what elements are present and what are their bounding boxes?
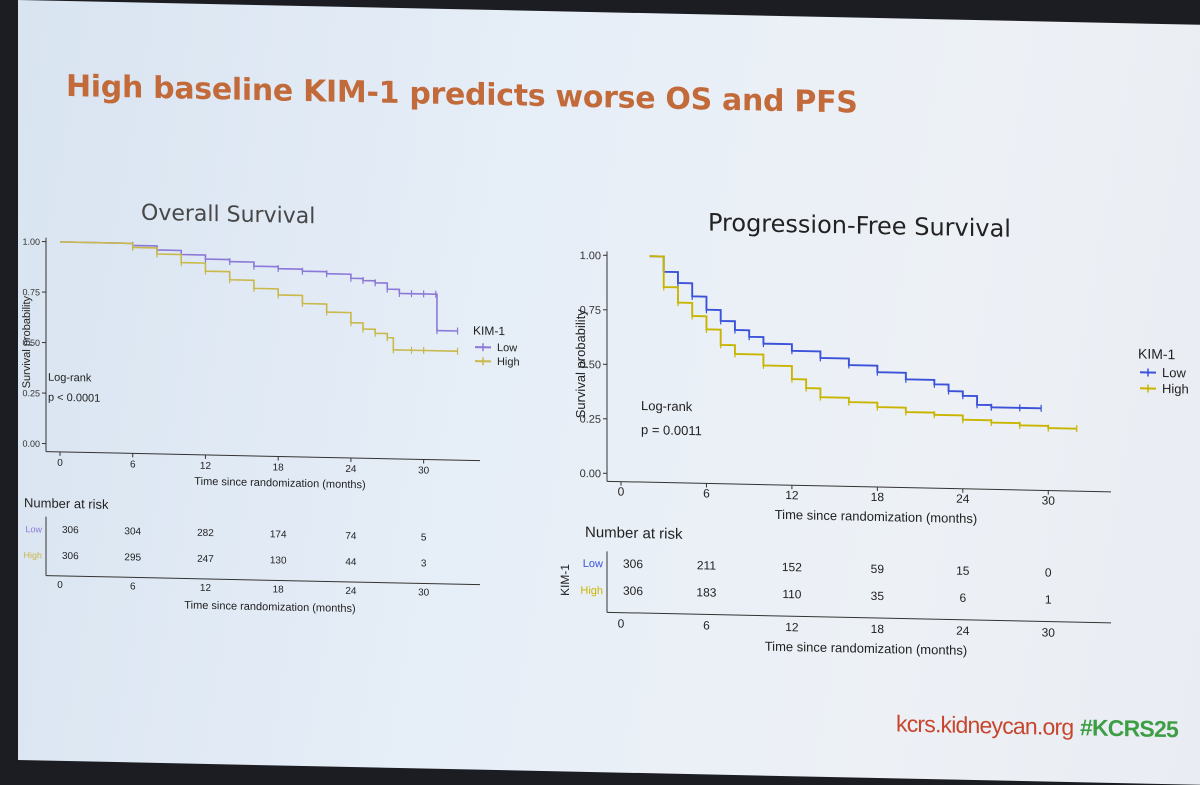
os-risk-table-tick-label: 18 xyxy=(273,584,285,595)
os-y-tick-label: 0.75 xyxy=(22,287,40,297)
os-x-axis-label: Time since randomization (months) xyxy=(194,476,365,492)
os-risk-cell: 3 xyxy=(421,558,427,569)
os-risk-cell: 306 xyxy=(62,525,79,536)
footer-url: kcrs.kidneycan.org xyxy=(896,710,1073,741)
pfs-x-tick-label: 6 xyxy=(703,486,710,500)
pfs-x-tick-label: 18 xyxy=(871,490,885,504)
pfs-legend-title: KIM-1 xyxy=(1138,345,1176,362)
os-risk-cell: 247 xyxy=(197,554,214,565)
os-risk-cell: 304 xyxy=(124,526,141,537)
os-risk-table-tick-label: 24 xyxy=(345,586,357,597)
pfs-risk-table-tick-label: 30 xyxy=(1042,625,1056,639)
pfs-risk-cell: 15 xyxy=(956,564,970,578)
pfs-x-tick-label: 24 xyxy=(956,492,970,506)
pfs-series-low-line xyxy=(649,256,1041,408)
pfs-risk-cell: 152 xyxy=(782,560,802,574)
pfs-x-axis-label: Time since randomization (months) xyxy=(775,507,978,526)
os-y-axis-label: Survival probability xyxy=(21,295,33,388)
pfs-risk-cell: 59 xyxy=(871,562,885,576)
os-chart-title: Overall Survival xyxy=(141,201,315,230)
pfs-risk-table-tick-label: 18 xyxy=(871,622,885,636)
os-y-tick-label: 1.00 xyxy=(22,237,40,247)
pfs-logrank-label: Log-rank xyxy=(641,398,693,414)
pfs-pvalue-label: p = 0.0011 xyxy=(641,422,702,438)
os-series-high-line xyxy=(60,242,458,351)
pfs-risk-cell: 183 xyxy=(696,585,716,599)
pfs-x-tick-label: 12 xyxy=(785,488,799,502)
os-legend-title: KIM-1 xyxy=(473,324,505,339)
os-legend-item-high: High xyxy=(497,356,520,368)
pfs-x-axis xyxy=(607,481,1111,492)
pfs-legend-item-low: Low xyxy=(1162,365,1186,381)
os-risk-table-title: Number at risk xyxy=(24,495,109,512)
pfs-risk-cell: 1 xyxy=(1045,593,1052,607)
footer-hashtag: #KCRS25 xyxy=(1080,714,1178,743)
os-legend-item-low: Low xyxy=(497,342,517,354)
os-x-tick-label: 24 xyxy=(345,464,357,475)
os-risk-table-tick-label: 6 xyxy=(130,581,136,592)
pfs-y-axis-label: Survival probability xyxy=(573,309,588,419)
os-risk-cell: 5 xyxy=(421,532,427,543)
os-risk-cell: 44 xyxy=(345,557,357,568)
pfs-chart-title: Progression-Free Survival xyxy=(708,208,1011,242)
os-x-tick-label: 12 xyxy=(200,461,212,472)
os-risk-cell: 174 xyxy=(270,529,287,540)
pfs-risk-table-tick-label: 24 xyxy=(956,624,970,638)
pfs-risk-table-tick-label: 12 xyxy=(785,620,799,634)
pfs-risk-table-x-axis xyxy=(607,612,1111,623)
os-logrank-label: Log-rank xyxy=(48,372,92,385)
pfs-legend-item-high: High xyxy=(1162,381,1189,397)
slide-title: High baseline KIM-1 predicts worse OS an… xyxy=(66,69,858,121)
pfs-risk-table-ylabel: KIM-1 xyxy=(558,563,572,596)
os-y-tick-label: 0.25 xyxy=(22,388,40,398)
pfs-risk-row-label-high: High xyxy=(580,585,603,597)
os-risk-cell: 74 xyxy=(345,531,357,542)
pfs-risk-table-tick-label: 6 xyxy=(703,618,710,632)
pfs-y-tick-label: 0.00 xyxy=(580,468,601,480)
os-risk-cell: 306 xyxy=(62,551,79,562)
pfs-risk-cell: 6 xyxy=(959,591,966,605)
os-x-tick-label: 18 xyxy=(273,462,285,473)
os-risk-table-tick-label: 0 xyxy=(57,580,63,591)
pfs-risk-row-label-low: Low xyxy=(583,558,603,570)
os-risk-table-x-axis xyxy=(46,576,480,585)
os-risk-row-label-low: Low xyxy=(25,524,42,534)
pfs-risk-cell: 0 xyxy=(1045,566,1052,580)
pfs-x-tick-label: 0 xyxy=(618,485,625,499)
pfs-risk-cell: 110 xyxy=(782,587,801,601)
pfs-risk-table-title: Number at risk xyxy=(585,524,683,543)
os-x-axis xyxy=(46,452,480,461)
pfs-risk-cell: 306 xyxy=(623,557,643,571)
pfs-risk-table-tick-label: 0 xyxy=(618,617,625,631)
os-x-tick-label: 0 xyxy=(57,458,63,469)
pfs-x-tick-label: 30 xyxy=(1042,493,1056,507)
os-risk-table-tick-label: 30 xyxy=(418,587,430,598)
os-y-tick-label: 0.00 xyxy=(22,439,40,449)
pfs-series-high-line xyxy=(649,256,1076,428)
presentation-slide: High baseline KIM-1 predicts worse OS an… xyxy=(18,0,1200,785)
os-x-tick-label: 6 xyxy=(130,459,136,470)
os-x-tick-label: 30 xyxy=(418,465,430,476)
pfs-risk-cell: 306 xyxy=(623,584,643,598)
os-risk-table-x-label: Time since randomization (months) xyxy=(184,599,355,615)
os-risk-cell: 130 xyxy=(270,555,287,566)
pfs-risk-table-x-label: Time since randomization (months) xyxy=(765,639,968,658)
os-risk-cell: 282 xyxy=(197,528,214,539)
pfs-risk-cell: 35 xyxy=(871,589,885,603)
pfs-y-tick-label: 1.00 xyxy=(580,250,601,262)
os-series-low-line xyxy=(60,242,458,331)
os-risk-row-label-high: High xyxy=(23,550,42,560)
os-risk-cell: 295 xyxy=(124,552,141,563)
os-risk-table-tick-label: 12 xyxy=(200,583,212,594)
os-pvalue-label: p < 0.0001 xyxy=(48,392,100,405)
pfs-risk-cell: 211 xyxy=(697,558,716,572)
